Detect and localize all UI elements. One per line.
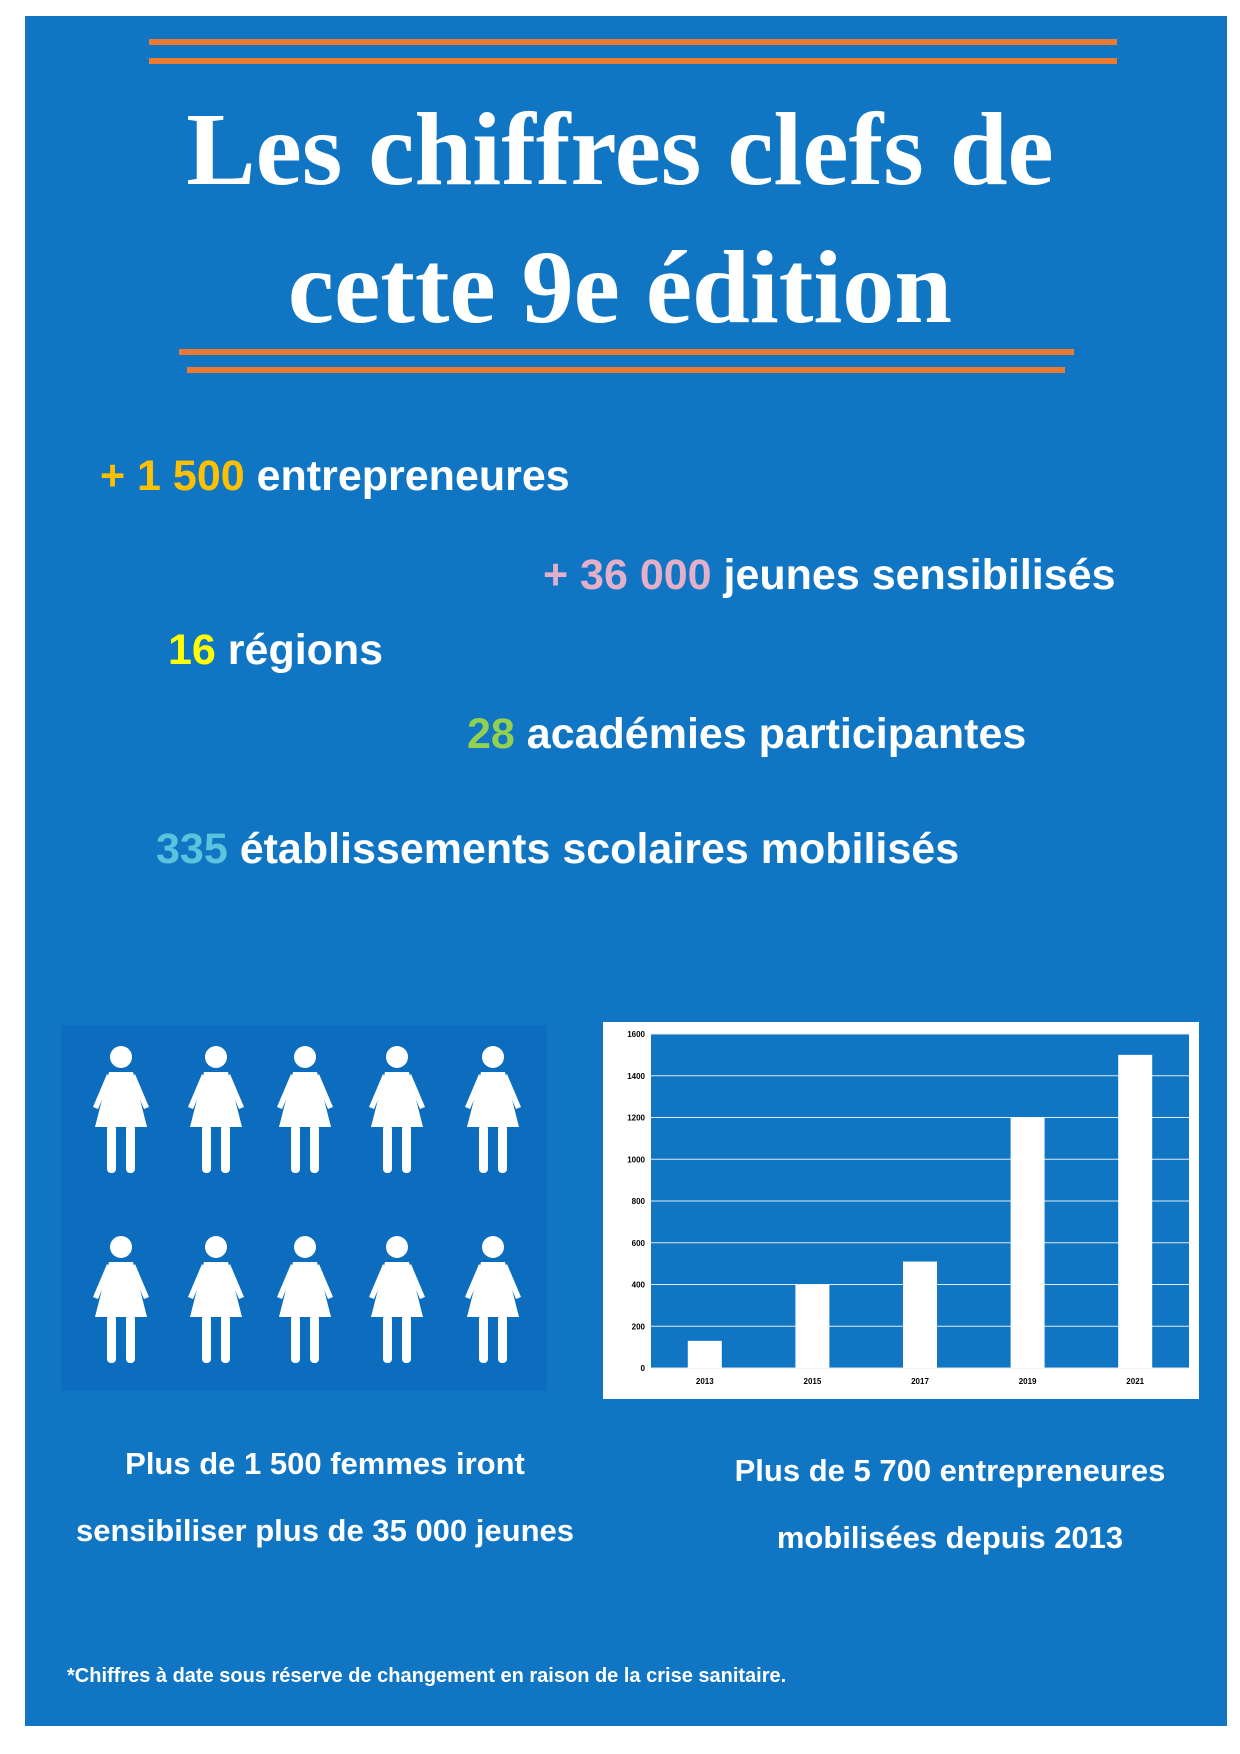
- caption-right: Plus de 5 700 entrepreneures mobilisées …: [660, 1437, 1240, 1571]
- bar-2019: [1010, 1117, 1045, 1368]
- x-tick-label: 2017: [911, 1377, 929, 1386]
- bar-chart: 0 200 400 600 800 1000 1200 1400 1600 2013 2015 201…: [603, 1022, 1199, 1399]
- stat-etablissements: 335 établissements scolaires mobilisés: [156, 828, 959, 871]
- women-pictogram: [61, 1025, 547, 1391]
- woman-icon: [89, 1235, 153, 1365]
- x-tick-label: 2019: [1019, 1377, 1037, 1386]
- bar-chart-svg: 0 200 400 600 800 1000 1200 1400 1600 2013 2015 201…: [627, 1030, 1189, 1386]
- woman-icon: [461, 1045, 525, 1175]
- stat-label: établissements scolaires mobilisés: [227, 825, 960, 873]
- orange-divider: [187, 367, 1065, 373]
- woman-icon: [273, 1045, 337, 1175]
- woman-icon: [365, 1235, 429, 1365]
- stat-label: régions: [215, 626, 384, 674]
- page-title-line1: Les chiffres clefs de: [186, 92, 1054, 207]
- orange-divider: [149, 39, 1117, 45]
- stat-number: + 1 500: [100, 452, 245, 500]
- stat-jeunes: + 36 000 jeunes sensibilisés: [543, 554, 1116, 597]
- x-tick-label: 2021: [1126, 1377, 1144, 1386]
- bar-2013: [687, 1340, 722, 1368]
- y-tick-label: 400: [632, 1281, 646, 1290]
- y-tick-label: 1000: [627, 1155, 645, 1164]
- stat-number: 16: [168, 626, 216, 674]
- bar-2021: [1118, 1054, 1153, 1368]
- stat-number: + 36 000: [543, 551, 712, 599]
- woman-icon: [89, 1045, 153, 1175]
- y-tick-label: 800: [632, 1197, 646, 1206]
- y-tick-label: 0: [641, 1364, 646, 1373]
- page-title-line2: cette 9e édition: [287, 230, 953, 345]
- y-tick-label: 1600: [627, 1030, 645, 1039]
- caption-left-line2: sensibiliser plus de 35 000 jeunes: [76, 1513, 574, 1548]
- bar-2017: [903, 1261, 937, 1368]
- stat-number: 28: [467, 710, 515, 758]
- infographic-panel: [25, 16, 1227, 1726]
- x-tick-label: 2013: [696, 1377, 714, 1386]
- stat-entrepreneures: + 1 500 entrepreneures: [100, 455, 570, 498]
- bar-2015: [795, 1284, 830, 1368]
- y-tick-label: 1400: [627, 1072, 645, 1081]
- stat-number: 335: [156, 825, 228, 873]
- footnote: *Chiffres à date sous réserve de changem…: [67, 1665, 787, 1687]
- orange-divider: [149, 58, 1117, 64]
- x-tick-label: 2015: [804, 1377, 822, 1386]
- caption-left-line1: Plus de 1 500 femmes iront: [125, 1446, 525, 1481]
- stat-regions: 16 régions: [168, 629, 383, 672]
- woman-icon: [184, 1235, 248, 1365]
- stat-label: académies participantes: [514, 710, 1027, 758]
- caption-left: Plus de 1 500 femmes iront sensibiliser …: [40, 1430, 610, 1564]
- woman-icon: [365, 1045, 429, 1175]
- stat-label: jeunes sensibilisés: [711, 551, 1116, 599]
- caption-right-line1: Plus de 5 700 entrepreneures: [734, 1453, 1166, 1488]
- stat-academies: 28 académies participantes: [467, 713, 1026, 756]
- stat-label: entrepreneures: [244, 452, 570, 500]
- y-tick-label: 200: [632, 1322, 646, 1331]
- woman-icon: [184, 1045, 248, 1175]
- caption-right-line2: mobilisées depuis 2013: [776, 1520, 1124, 1555]
- woman-icon: [273, 1235, 337, 1365]
- y-tick-label: 1200: [627, 1114, 645, 1123]
- orange-divider: [179, 349, 1074, 355]
- woman-icon: [461, 1235, 525, 1365]
- y-tick-label: 600: [632, 1239, 646, 1248]
